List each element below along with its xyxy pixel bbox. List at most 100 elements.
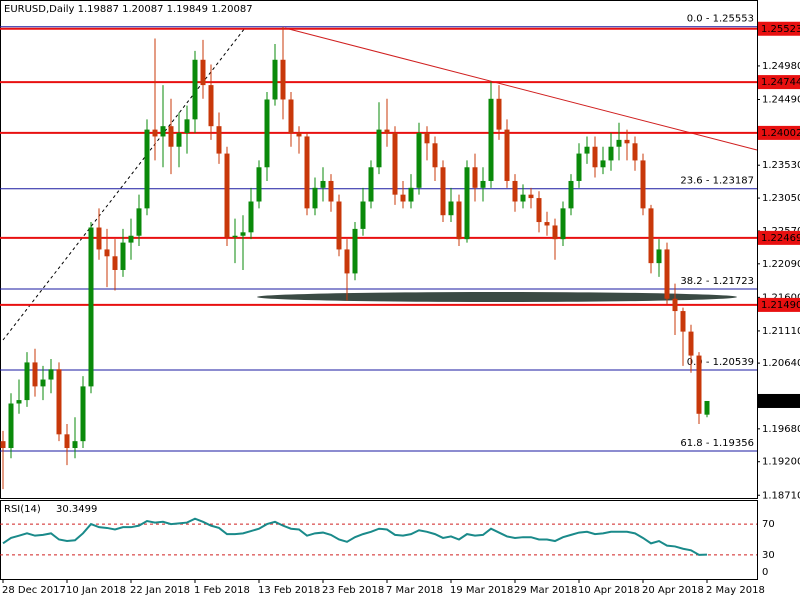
candle-body [416, 133, 422, 188]
candle-body [544, 222, 550, 226]
candle-body [536, 198, 542, 223]
candle-body [576, 153, 582, 181]
candle-body [568, 180, 574, 209]
rsi-name: RSI(14) [4, 504, 41, 515]
candle-body [672, 298, 678, 312]
candle-body [72, 441, 78, 449]
rsi-tick-label: 0 [762, 567, 768, 578]
price-tag [758, 393, 800, 408]
fib-label: 0.0 - 1.25553 [687, 14, 754, 25]
candle-body [344, 249, 350, 274]
y-tick-label: 1.23050 [762, 193, 800, 204]
candle-body [440, 167, 446, 216]
level-tag [758, 21, 800, 36]
candle-body [8, 403, 14, 449]
level-tag [758, 75, 800, 90]
candle-body [112, 256, 118, 270]
candle-body [528, 194, 534, 199]
candle-body [624, 139, 630, 144]
candle-body [224, 153, 230, 238]
fib-label: 23.6 - 1.23187 [680, 176, 754, 187]
candle-body [664, 249, 670, 299]
level-label: 1.22469 [761, 233, 800, 244]
candle-body [144, 129, 150, 209]
candle-body [184, 119, 190, 134]
chart-title: EURUSD,Daily 1.19887 1.20087 1.19849 1.2… [4, 4, 253, 15]
y-tick-label: 1.21110 [762, 326, 800, 337]
candle-body [64, 434, 70, 449]
candle-body [520, 194, 526, 202]
candle-body [480, 180, 486, 188]
candle-body [688, 331, 694, 356]
zone-shape [257, 292, 737, 302]
candle-body [448, 201, 454, 216]
y-tick-label: 1.21600 [762, 292, 800, 303]
candle-body [320, 180, 326, 188]
candle-body [160, 126, 166, 137]
level-label: 1.24002 [761, 128, 800, 139]
level-label: 1.24744 [761, 77, 800, 88]
candle-body [376, 129, 382, 168]
x-tick-label: 7 Mar 2018 [386, 585, 443, 596]
rsi-value: 30.3499 [56, 504, 97, 515]
candle-body [392, 133, 398, 195]
level-tag [758, 297, 800, 312]
candle-body [656, 249, 662, 264]
candle-body [456, 201, 462, 240]
candle-body [408, 187, 414, 202]
fib-label: 38.2 - 1.21723 [680, 276, 754, 287]
candle-body [400, 194, 406, 202]
candle-body [296, 133, 302, 137]
candle-body [360, 201, 366, 229]
candle-body [488, 98, 494, 181]
x-tick-label: 28 Dec 2017 [2, 585, 66, 596]
candle-body [384, 129, 390, 134]
x-tick-label: 29 Mar 2018 [514, 585, 577, 596]
candle-body [696, 355, 702, 414]
level-label: 1.25523 [761, 24, 800, 35]
candle-body [264, 99, 270, 168]
x-tick-label: 10 Jan 2018 [66, 585, 126, 596]
rsi-tick-label: 30 [762, 550, 775, 561]
level-label: 1.21490 [761, 300, 800, 311]
rsi-tick-label: 70 [762, 519, 775, 530]
candle-body [120, 242, 126, 270]
rsi-pane [0, 500, 758, 580]
candle-body [704, 400, 710, 415]
candle-body [272, 59, 278, 100]
y-tick-label: 1.23530 [762, 160, 800, 171]
y-tick-label: 1.19200 [762, 457, 800, 468]
candle-body [152, 129, 158, 137]
candle-body [40, 379, 46, 387]
candle-body [512, 180, 518, 202]
candle-body [640, 160, 646, 209]
y-tick-label: 1.18710 [762, 490, 800, 501]
candle-body [88, 227, 94, 387]
candle-body [288, 99, 294, 134]
candle-body [168, 126, 174, 147]
candle-body [328, 180, 334, 202]
candle-body [232, 235, 238, 238]
candle-body [424, 133, 430, 144]
candle-body [464, 167, 470, 240]
candle-body [216, 126, 222, 154]
candle-body [136, 208, 142, 236]
candle-body [616, 139, 622, 147]
candle-body [240, 232, 246, 236]
candle-body [176, 133, 182, 147]
candle-body [200, 59, 206, 86]
candle-body [312, 187, 318, 209]
level-tag [758, 125, 800, 140]
price-pane [0, 0, 758, 499]
candle-body [560, 208, 566, 240]
candle-body [32, 362, 38, 387]
candle-body [304, 136, 310, 209]
x-tick-label: 19 Mar 2018 [450, 585, 513, 596]
y-tick-label: 1.24980 [762, 61, 800, 72]
price-label: 1.20087 [761, 396, 800, 407]
y-tick-label: 1.22090 [762, 259, 800, 270]
candle-body [608, 146, 614, 161]
candle-body [96, 227, 102, 250]
candle-body [0, 441, 6, 449]
